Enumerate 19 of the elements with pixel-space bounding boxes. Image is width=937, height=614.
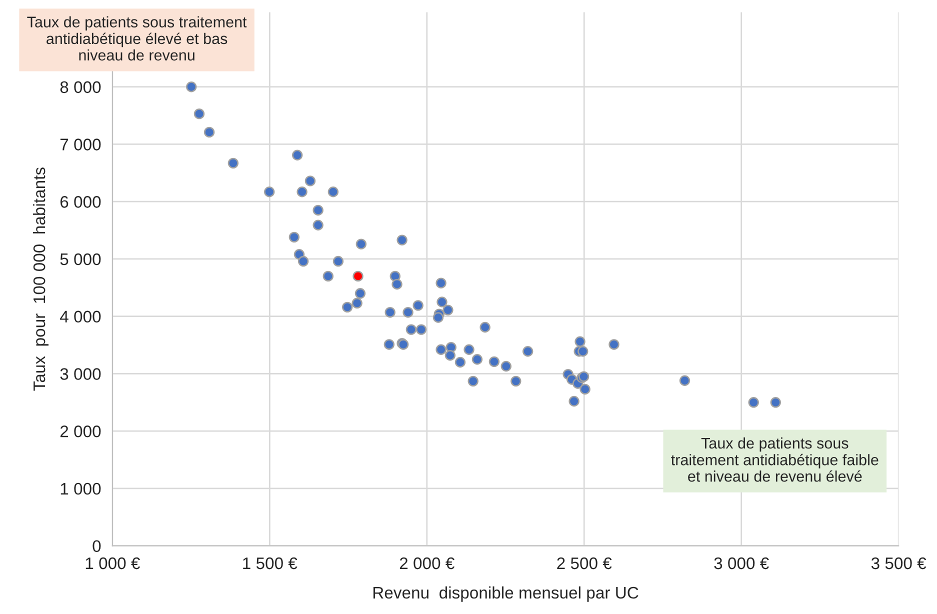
annotation: Taux de patients sous traitement antidiabétique faible et niveau de revenu élevé — [671, 437, 878, 482]
x-tick-label: 1 000 € — [86, 557, 140, 570]
y-tick-label: 8 000 — [60, 81, 101, 94]
y-tick-label: 1 000 — [60, 482, 101, 495]
x-tick-label: 3 500 € — [871, 557, 926, 570]
y-tick-label: 6 000 — [60, 196, 101, 208]
y-tick-label: 3 000 — [60, 368, 101, 380]
x-tick-label: 3 000 € — [714, 557, 769, 570]
annotation: Taux de patients sous traitement antidiabétique élevé et bas niveau de revenu — [27, 16, 247, 61]
x-axis-title: Revenu disponible mensuel par UC — [373, 586, 638, 602]
y-tick-label: 5 000 — [60, 253, 101, 266]
y-axis-title: Taux pour 100 000 habitants — [32, 168, 49, 391]
y-tick-label: 7 000 — [60, 138, 101, 150]
x-tick-label: 2 500 € — [557, 557, 612, 570]
y-tick-label: 2 000 — [60, 426, 101, 438]
x-tick-label: 2 000 € — [400, 557, 454, 570]
y-tick-label: 0 — [92, 540, 101, 552]
x-tick-label: 1 500 € — [243, 557, 298, 570]
y-tick-label: 4 000 — [60, 310, 101, 323]
